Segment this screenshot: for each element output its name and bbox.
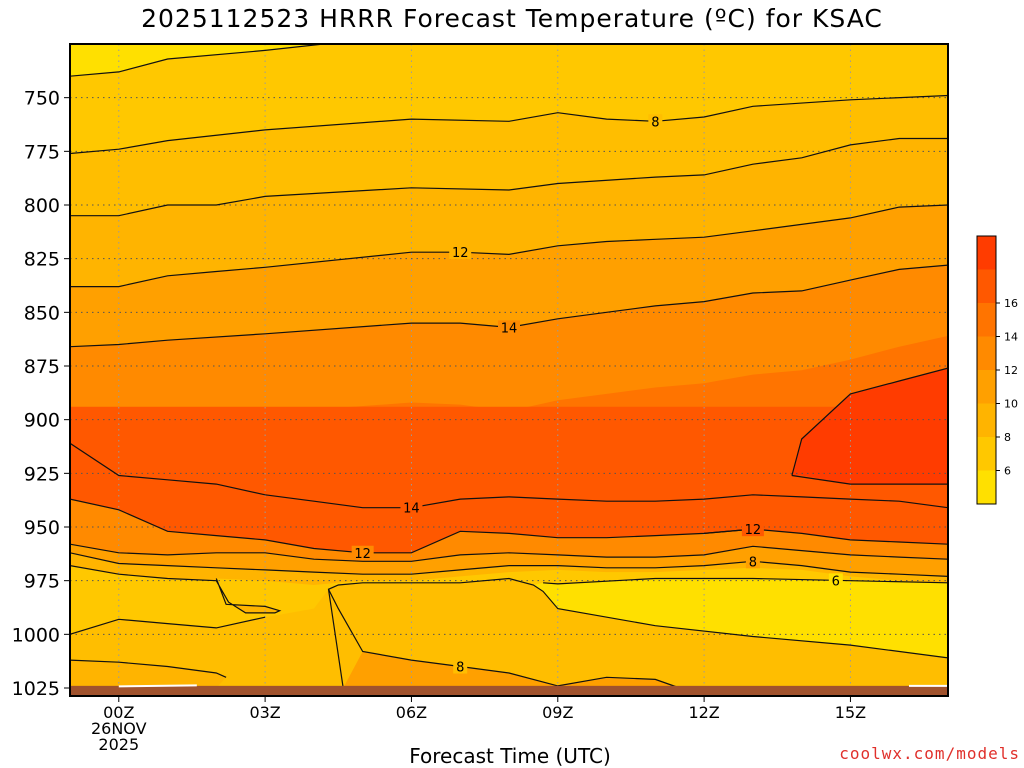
- contour-line-14: [70, 442, 948, 509]
- x-tick-label: 09Z: [542, 703, 573, 722]
- y-tick-label: 1000: [12, 624, 60, 646]
- colorbar-swatch: [977, 303, 996, 337]
- y-tick-label: 750: [24, 88, 60, 110]
- colorbar-swatch: [977, 437, 996, 471]
- contour-label-bg: [741, 522, 764, 537]
- colorbar-swatch: [977, 336, 996, 370]
- x-tick-label: 2025: [98, 735, 139, 754]
- contour-label-14: 14: [501, 321, 518, 336]
- y-tick-label: 950: [24, 517, 60, 539]
- y-tick-label: 875: [24, 356, 60, 378]
- contour-line-8: [70, 94, 948, 155]
- x-tick-label: 15Z: [835, 703, 866, 722]
- colorbar-swatch: [977, 236, 996, 270]
- contour-label-6: 6: [832, 574, 840, 589]
- contour-label-bg: [453, 659, 468, 674]
- temp-band-12: [533, 578, 948, 658]
- ground-edge-mark: [118, 684, 197, 688]
- contour-line-14: [70, 264, 948, 348]
- contour-line-12: [70, 498, 948, 554]
- plot-frame: [69, 43, 949, 697]
- contour-line-6: [70, 616, 266, 635]
- temp-band-14: [70, 660, 227, 688]
- x-tick-label: 26NOV: [91, 719, 147, 738]
- contour-line-16: [791, 474, 948, 485]
- contour-label-12: 12: [354, 547, 371, 562]
- contour-label-bg: [449, 245, 472, 260]
- contour-label-8: 8: [651, 115, 659, 130]
- contour-line-8: [70, 552, 948, 577]
- temp-band-15: [343, 651, 680, 688]
- y-tick-label: 800: [24, 195, 60, 217]
- x-axis-title: Forecast Time (UTC): [409, 744, 611, 768]
- contour-line-10: [70, 659, 227, 678]
- y-tick-label: 975: [24, 571, 60, 593]
- colorbar-swatch: [977, 370, 996, 404]
- x-tick-label: 06Z: [396, 703, 427, 722]
- colorbar-tick-label: 16: [1004, 297, 1018, 310]
- x-tick-label: 00Z: [103, 703, 134, 722]
- colorbar-swatch: [977, 403, 996, 437]
- temp-band-13: [70, 578, 948, 688]
- contour-label-bg: [351, 545, 374, 560]
- y-tick-label: 900: [24, 410, 60, 432]
- temp-band-1: [70, 44, 324, 77]
- colorbar-tick-label: 12: [1004, 364, 1018, 377]
- contour-label-bg: [828, 573, 843, 588]
- colorbar-swatch: [977, 269, 996, 303]
- contour-label-8: 8: [456, 661, 464, 676]
- temp-band-16: [791, 368, 948, 485]
- contour-label-12: 12: [745, 523, 762, 538]
- colorbar-tick-label: 10: [1004, 398, 1018, 411]
- contour-line-8: [327, 577, 948, 689]
- y-tick-label: 1025: [12, 678, 60, 700]
- contour-label-bg: [648, 114, 663, 129]
- colorbar-tick-label: 8: [1004, 431, 1011, 444]
- contour-label-bg: [745, 554, 760, 569]
- ground-strip: [70, 685, 948, 696]
- contour-line-6: [543, 577, 948, 585]
- contour-line-8: [327, 589, 680, 689]
- y-tick-label: 925: [24, 463, 60, 485]
- colorbar-tick-label: 6: [1004, 465, 1011, 478]
- colorbar-swatch: [977, 470, 996, 504]
- contour-line-8: [70, 565, 282, 614]
- source-credit: coolwx.com/models: [839, 744, 1020, 763]
- contour-line-10: [70, 137, 948, 217]
- contour-label-8: 8: [749, 555, 757, 570]
- contour-line-6: [70, 44, 324, 77]
- contour-label-14: 14: [403, 502, 420, 517]
- contour-line-12: [70, 204, 948, 288]
- y-tick-label: 825: [24, 249, 60, 271]
- contour-line-10: [70, 543, 948, 562]
- plot-area: 8 12 14 14 12 12 8 6 8: [70, 44, 948, 696]
- colorbar-tick-label: 14: [1004, 331, 1018, 344]
- y-tick-label: 850: [24, 302, 60, 324]
- x-tick-label: 03Z: [249, 703, 280, 722]
- chart-title: 2025112523 HRRR Forecast Temperature (ºC…: [141, 4, 883, 33]
- y-tick-label: 775: [24, 141, 60, 163]
- x-tick-label: 12Z: [688, 703, 719, 722]
- contour-label-bg: [400, 500, 423, 515]
- contour-label-12: 12: [452, 246, 469, 261]
- contour-line-16: [791, 367, 948, 476]
- contour-label-bg: [498, 320, 520, 335]
